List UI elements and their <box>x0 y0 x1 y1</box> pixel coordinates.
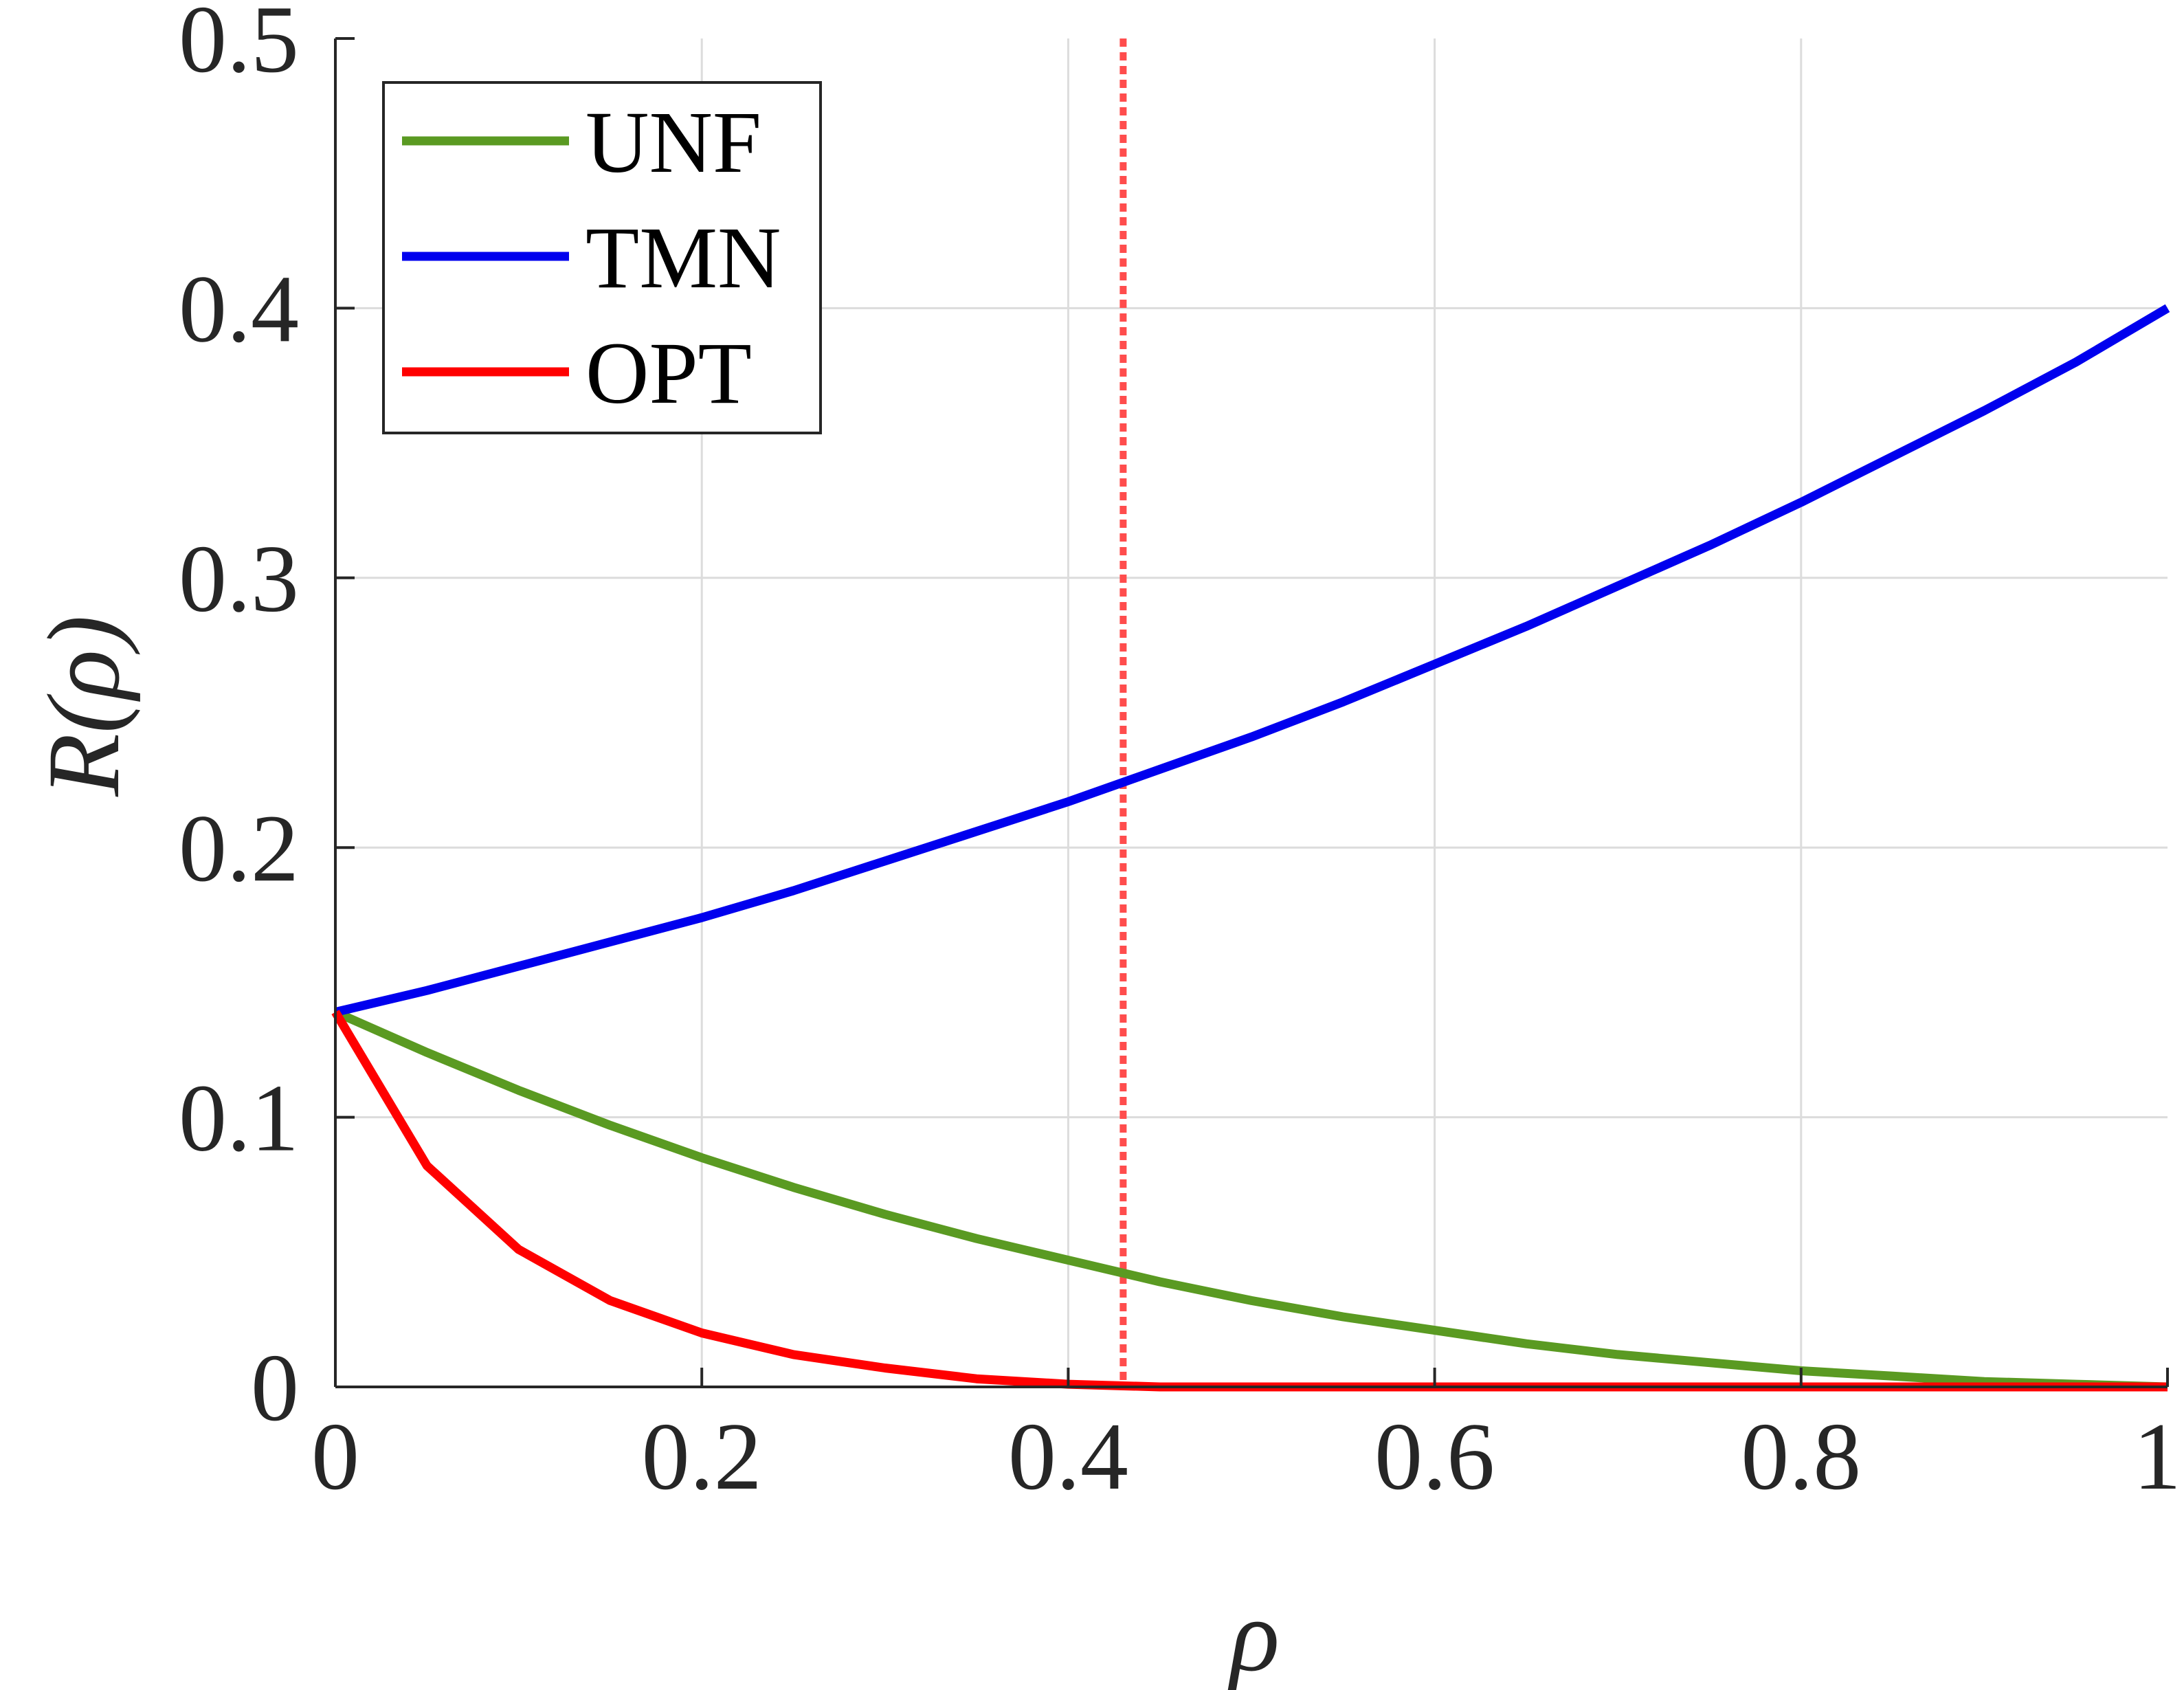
y-tick-label-1: 0.1 <box>179 1065 299 1172</box>
x-tick-label-1: 0.2 <box>642 1403 762 1510</box>
series-line-tmn <box>334 304 2170 1016</box>
y-tick-label-0: 0 <box>251 1335 299 1441</box>
x-tick-label-5: 1 <box>2133 1403 2181 1510</box>
legend-label-unf: UNF <box>586 93 761 191</box>
legend: UNF TMN OPT <box>382 81 822 434</box>
x-tick-label-2: 0.4 <box>1008 1403 1128 1510</box>
x-tick-label-3: 0.6 <box>1374 1403 1495 1510</box>
y-tick-label-3: 0.3 <box>179 526 299 632</box>
y-tick-label-2: 0.2 <box>179 795 299 902</box>
legend-label-opt: OPT <box>586 324 752 422</box>
y-axis-label-main: R <box>27 733 141 797</box>
x-axis-label: ρ <box>1227 1579 1280 1690</box>
tick-labels: 0 0.2 0.4 0.6 0.8 1 0 0.1 0.2 0.3 0.4 0.5 <box>179 0 2181 1510</box>
y-axis-label-paren: (ρ) <box>27 615 141 733</box>
axes-group <box>334 37 2169 1388</box>
x-tick-label-4: 0.8 <box>1741 1403 1861 1510</box>
series-line-unf <box>333 1008 2168 1392</box>
y-axis-label: R(ρ) <box>27 615 141 797</box>
svg-text:R(ρ): R(ρ) <box>27 615 141 797</box>
legend-label-tmn: TMN <box>586 209 781 307</box>
x-tick-label-0: 0 <box>311 1403 359 1510</box>
y-tick-label-4: 0.4 <box>179 256 299 362</box>
y-tick-label-5: 0.5 <box>179 0 299 93</box>
